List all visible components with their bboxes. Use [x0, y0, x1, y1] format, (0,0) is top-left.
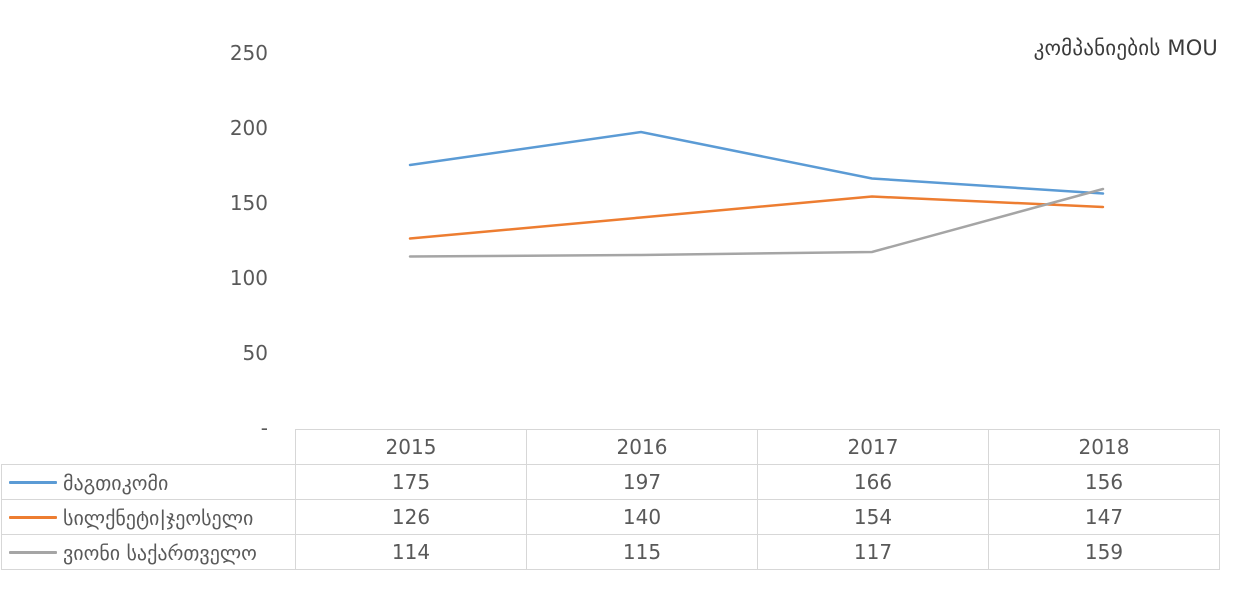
table-row: მაგთიკომი 175 197 166 156 — [1, 464, 1220, 500]
legend-line-swatch — [9, 481, 57, 485]
y-axis-tick: 100 — [229, 265, 268, 290]
chart-title: კომპანიების MOU — [1033, 36, 1218, 60]
value-cell: 166 — [757, 464, 989, 500]
legend-line-swatch — [9, 551, 57, 555]
y-axis-tick: 150 — [229, 190, 268, 215]
value-cell: 114 — [295, 534, 527, 570]
year-header-cell: 2015 — [295, 429, 527, 465]
value-cell: 175 — [295, 464, 527, 500]
value-cell: 115 — [526, 534, 758, 570]
table-row: ვიონი საქართველო 114 115 117 159 — [1, 534, 1220, 570]
series-line — [408, 187, 1105, 258]
value-cell: 126 — [295, 499, 527, 535]
value-cell: 140 — [526, 499, 758, 535]
year-header-cell: 2016 — [526, 429, 758, 465]
year-header-cell: 2017 — [757, 429, 989, 465]
y-axis-tick: 250 — [229, 40, 268, 65]
table-corner-cell — [2, 430, 296, 465]
series-line — [408, 195, 1105, 240]
value-cell: 154 — [757, 499, 989, 535]
value-cell: 159 — [988, 534, 1220, 570]
table-header-row: 2015 2016 2017 2018 — [2, 429, 1220, 465]
y-axis-tick: 50 — [242, 340, 268, 365]
series-name-label: მაგთიკომი — [63, 470, 169, 495]
series-name-label: სილქნეტი|ჯეოსელი — [63, 505, 254, 530]
series-line — [408, 130, 1105, 195]
data-table: 2015 2016 2017 2018 მაგთიკომი 175 197 166 156 სილ… — [1, 429, 1220, 570]
table-row: სილქნეტი|ჯეოსელი 126 140 154 147 — [1, 499, 1220, 535]
value-cell: 117 — [757, 534, 989, 570]
series-name-label: ვიონი საქართველო — [63, 540, 257, 565]
value-cell: 147 — [988, 499, 1220, 535]
legend-cell: მაგთიკომი — [1, 464, 296, 500]
y-axis-tick: - — [260, 415, 268, 440]
legend-line-swatch — [9, 516, 57, 520]
y-axis-tick: 200 — [229, 115, 268, 140]
year-header-cell: 2018 — [988, 429, 1220, 465]
legend-cell: ვიონი საქართველო — [1, 534, 296, 570]
y-axis: 250 200 150 100 50 - — [150, 0, 268, 597]
value-cell: 197 — [526, 464, 758, 500]
legend-cell: სილქნეტი|ჯეოსელი — [1, 499, 296, 535]
value-cell: 156 — [988, 464, 1220, 500]
